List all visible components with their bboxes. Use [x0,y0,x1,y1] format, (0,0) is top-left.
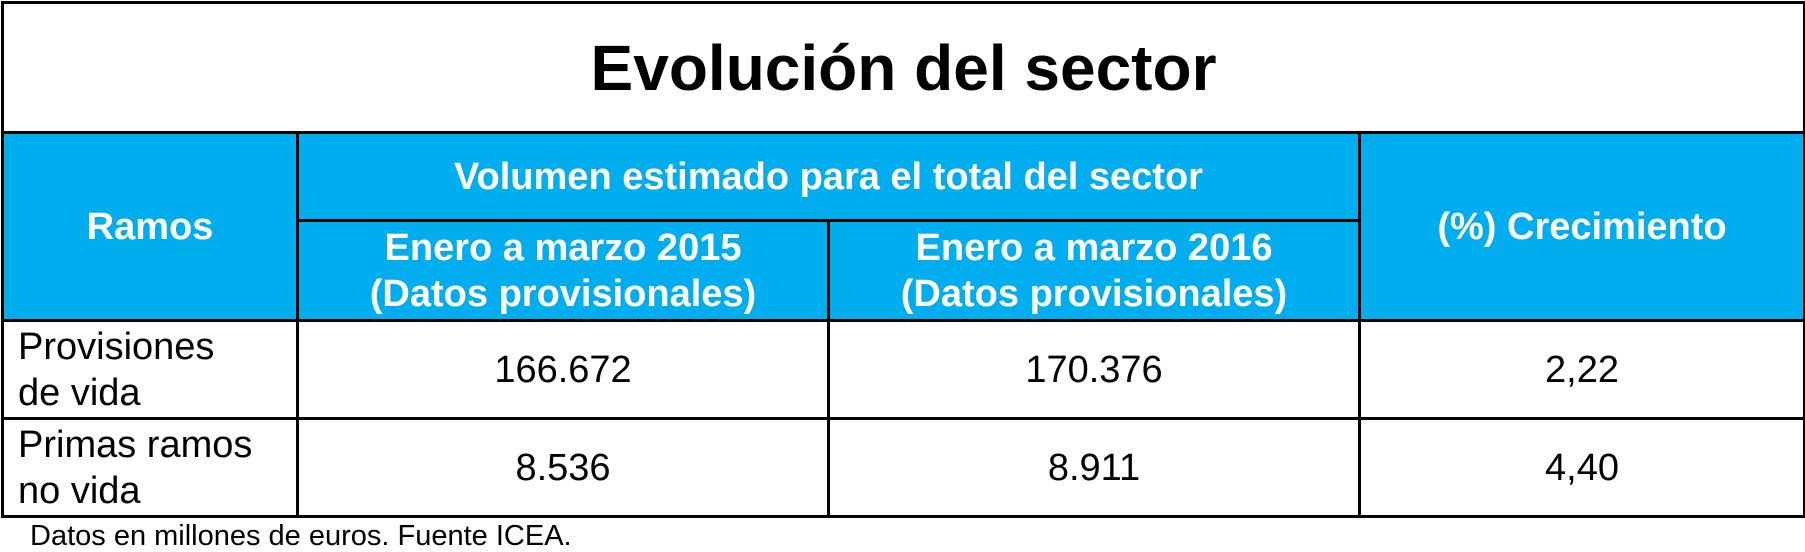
value-2016: 170.376 [827,319,1361,420]
header-2015-period: Enero a marzo 2015 [384,226,742,269]
header-2015: Enero a marzo 2015 (Datos provisionales) [296,219,830,322]
ramo-label-line2: de vida [18,371,141,414]
sector-table-frame: Evolución del sector Ramos Volumen estim… [1,1,1805,518]
ramo-label-line1: Provisiones [18,325,215,368]
header-2016: Enero a marzo 2016 (Datos provisionales) [827,219,1361,322]
value-crecimiento: 4,40 [1358,417,1805,518]
table-row: Primas ramos no vida 8.536 8.911 4,40 [1,417,1805,518]
ramo-cell: Provisiones de vida [1,319,299,420]
header-ramos: Ramos [1,131,299,322]
sector-table: Evolución del sector Ramos Volumen estim… [1,1,1805,518]
table-row: Provisiones de vida 166.672 170.376 2,22 [1,319,1805,420]
value-2016: 8.911 [827,417,1361,518]
ramo-cell: Primas ramos no vida [1,417,299,518]
header-crecimiento: (%) Crecimiento [1358,131,1805,322]
value-2015: 8.536 [296,417,830,518]
ramo-label-line1: Primas ramos [18,423,253,466]
table-title: Evolución del sector [1,1,1805,134]
header-volumen: Volumen estimado para el total del secto… [296,131,1361,222]
value-2015: 166.672 [296,319,830,420]
ramo-label-line2: no vida [18,469,141,512]
header-2016-period: Enero a marzo 2016 [915,226,1273,269]
header-2015-note: (Datos provisionales) [369,272,757,315]
value-crecimiento: 2,22 [1358,319,1805,420]
header-2016-note: (Datos provisionales) [900,272,1288,315]
source-note: Datos en millones de euros. Fuente ICEA. [30,520,572,552]
